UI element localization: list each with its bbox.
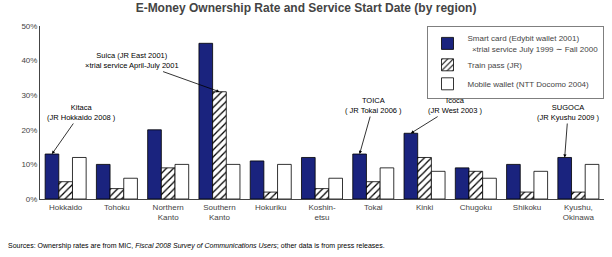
- svg-text:30%: 30%: [21, 91, 37, 100]
- svg-text:40%: 40%: [21, 56, 37, 65]
- svg-text:Chugoku: Chugoku: [460, 203, 492, 212]
- svg-text:Mobile wallet (NTT Docomo 2004: Mobile wallet (NTT Docomo 2004): [468, 80, 590, 89]
- svg-text:10%: 10%: [21, 160, 37, 169]
- svg-text:SouthernKanto: SouthernKanto: [203, 203, 235, 222]
- svg-text:Hokuriku: Hokuriku: [255, 203, 287, 212]
- svg-text:Kitaca(JR Hokkaido 2008 ): Kitaca(JR Hokkaido 2008 ): [47, 103, 116, 122]
- svg-text:Koshin-etsu: Koshin-etsu: [308, 203, 335, 222]
- svg-text:Shikoku: Shikoku: [513, 203, 541, 212]
- svg-text:0%: 0%: [26, 195, 38, 204]
- svg-text:Smart card (Edybit wallet 2001: Smart card (Edybit wallet 2001) ×trial s…: [468, 34, 599, 53]
- svg-text:Icoca(JR West 2003 ): Icoca(JR West 2003 ): [428, 96, 483, 115]
- svg-text:Tohoku: Tohoku: [104, 203, 130, 212]
- svg-text:NorthernKanto: NorthernKanto: [153, 203, 184, 222]
- svg-text:Kinki: Kinki: [416, 203, 434, 212]
- svg-text:Kyushu,Okinawa: Kyushu,Okinawa: [563, 203, 595, 222]
- svg-text:20%: 20%: [21, 126, 37, 135]
- svg-text:50%: 50%: [21, 22, 37, 31]
- svg-text:Hokkaido: Hokkaido: [49, 203, 83, 212]
- svg-text:SUGOCA(JR Kyushu 2009 ): SUGOCA(JR Kyushu 2009 ): [537, 103, 600, 122]
- svg-text:Train pass (JR): Train pass (JR): [468, 61, 523, 70]
- svg-text:Suica (JR East 2001)×trial ser: Suica (JR East 2001)×trial service April…: [85, 51, 179, 70]
- svg-text:TOICA( JR Tokai 2006 ): TOICA( JR Tokai 2006 ): [345, 96, 402, 115]
- svg-text:E-Money Ownership Rate and Ser: E-Money Ownership Rate and Service Start…: [136, 1, 477, 15]
- svg-text:Tokai: Tokai: [364, 203, 383, 212]
- svg-text:Sources: Ownership rates are f: Sources: Ownership rates are from MIC, F…: [8, 242, 385, 250]
